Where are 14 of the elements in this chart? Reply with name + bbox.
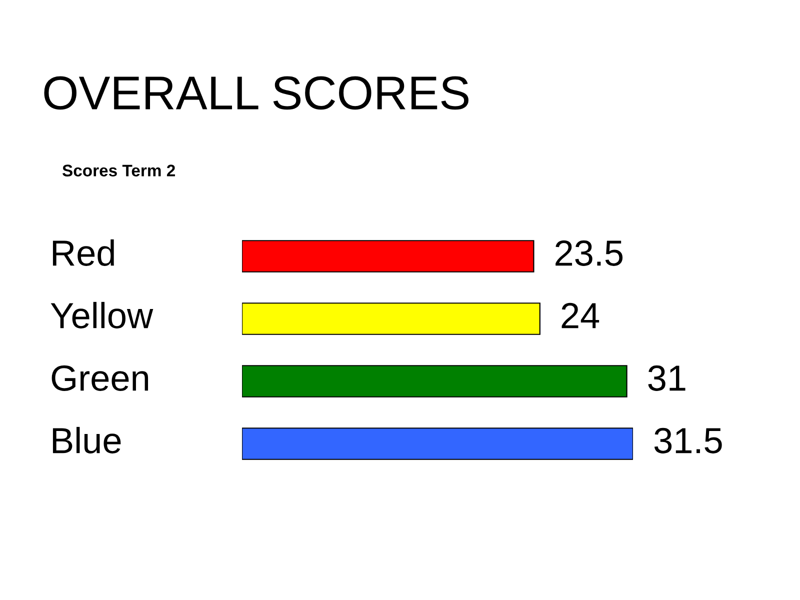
bar <box>242 365 628 398</box>
y-tick-label: Yellow <box>50 302 154 328</box>
y-tick-label: Blue <box>52 426 121 454</box>
data-label: 31 <box>648 365 686 391</box>
data-label: 23.5 <box>556 240 623 266</box>
y-tick-label: Green <box>52 365 148 391</box>
chart-title: OVERALL SCORES <box>44 76 468 110</box>
y-tick-label: Red <box>52 239 114 266</box>
bar <box>242 302 540 335</box>
chart-subtitle: Scores Term 2 <box>62 164 175 176</box>
bar <box>242 428 633 460</box>
data-label: 31.5 <box>654 428 722 454</box>
bar <box>242 240 534 272</box>
data-label: 24 <box>562 302 600 328</box>
